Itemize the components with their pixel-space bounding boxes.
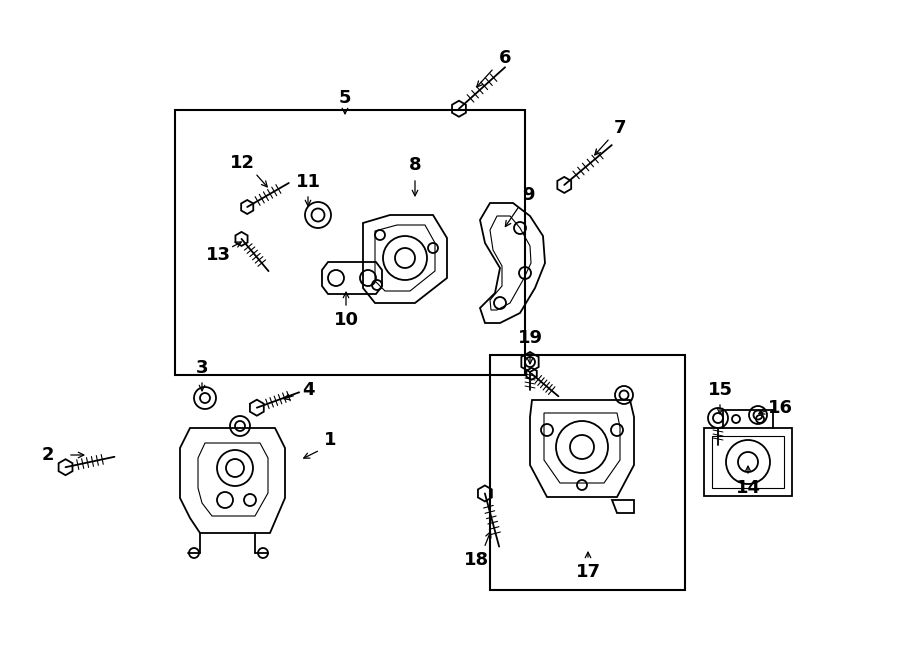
Text: 6: 6 [499,49,511,67]
Bar [490,355,685,590]
Text: 9: 9 [522,186,535,204]
Text: 2: 2 [41,446,54,464]
Text: 14: 14 [735,479,760,497]
Text: 16: 16 [768,399,793,417]
Text: 5: 5 [338,89,351,107]
Text: 1: 1 [324,431,337,449]
Text: 18: 18 [464,551,489,569]
Text: 11: 11 [295,173,320,191]
Text: 10: 10 [334,311,358,329]
Bar [704,428,792,496]
Text: 4: 4 [302,381,314,399]
Text: 7: 7 [614,119,626,137]
Bar [712,436,784,488]
Text: 3: 3 [196,359,208,377]
Text: 15: 15 [707,381,733,399]
Text: 19: 19 [518,329,543,347]
Text: 17: 17 [575,563,600,581]
Text: 12: 12 [230,154,255,172]
Bar [175,110,525,375]
Text: 13: 13 [205,246,230,264]
Text: 8: 8 [409,156,421,174]
